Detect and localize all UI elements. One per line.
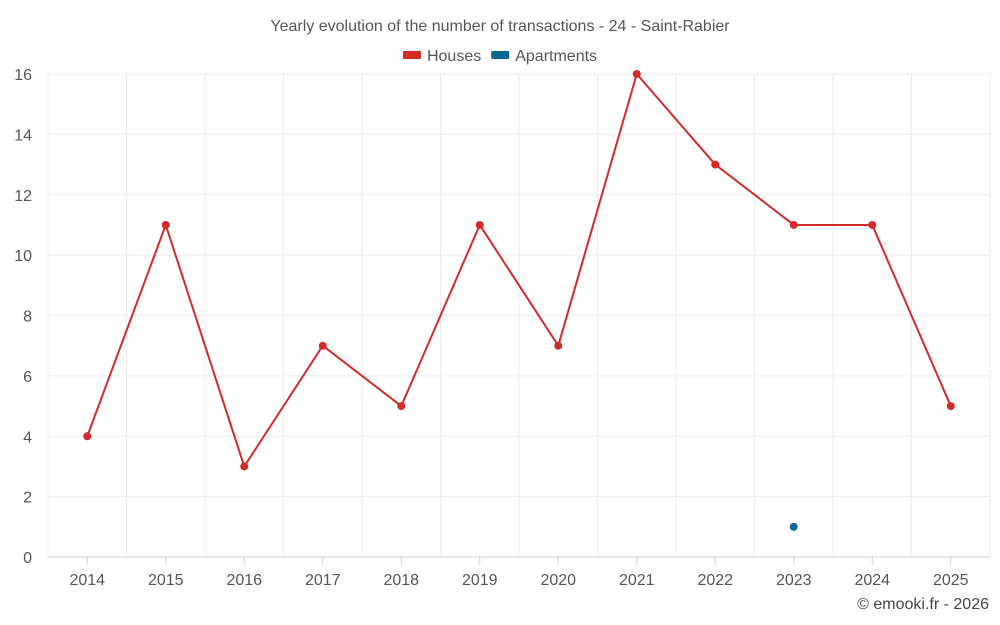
- houses-point-2017: [318, 341, 327, 350]
- legend-label-houses: Houses: [427, 48, 481, 65]
- x-tick-label: 2015: [148, 572, 184, 589]
- series-layer: [83, 70, 955, 531]
- houses-point-2022: [711, 160, 720, 169]
- x-tick-label: 2021: [619, 572, 655, 589]
- houses-point-2024: [868, 220, 877, 229]
- legend-swatch-houses: [402, 51, 421, 59]
- legend-label-apartments: Apartments: [515, 48, 597, 65]
- legend-swatch-apartments: [491, 51, 510, 59]
- x-tick-label: 2025: [933, 572, 969, 589]
- y-tick-label: 6: [23, 369, 32, 386]
- apartments-point-2023: [789, 522, 798, 531]
- y-tick-label: 8: [23, 309, 32, 326]
- houses-point-2020: [554, 341, 563, 350]
- y-tick-label: 10: [14, 248, 32, 265]
- houses-point-2021: [632, 70, 641, 78]
- x-tick-label: 2018: [383, 572, 419, 589]
- houses-point-2015: [161, 220, 170, 229]
- houses-point-2023: [789, 220, 798, 229]
- grid: [47, 73, 991, 557]
- y-tick-label: 4: [23, 429, 32, 446]
- x-tick-label: 2019: [462, 572, 498, 589]
- y-tick-label: 2: [23, 490, 32, 507]
- x-tick-label: 2014: [69, 572, 105, 589]
- y-tick-label: 12: [14, 188, 32, 205]
- houses-point-2025: [946, 402, 955, 411]
- axes: 0 2 4 6 8 10 12 14 16 2014 2015 2016 2017 2018 2019 202…: [14, 67, 990, 589]
- houses-point-2016: [240, 462, 249, 471]
- chart-title: Yearly evolution of the number of transa…: [270, 18, 730, 35]
- x-tick-label: 2024: [854, 572, 890, 589]
- y-tick-label: 14: [14, 127, 32, 144]
- x-tick-label: 2017: [305, 572, 341, 589]
- legend: Houses Apartments: [402, 48, 597, 65]
- houses-series-line: [86, 73, 952, 468]
- x-tick-label: 2016: [226, 572, 262, 589]
- houses-point-2014: [83, 432, 92, 441]
- y-tick-label: 16: [14, 67, 32, 84]
- credit-text: © emooki.fr - 2026: [857, 596, 989, 613]
- y-tick-label: 0: [23, 550, 32, 567]
- x-tick-label: 2023: [776, 572, 812, 589]
- x-tick-label: 2020: [540, 572, 576, 589]
- houses-point-2018: [397, 402, 406, 411]
- x-tick-label: 2022: [697, 572, 733, 589]
- houses-point-2019: [475, 220, 484, 229]
